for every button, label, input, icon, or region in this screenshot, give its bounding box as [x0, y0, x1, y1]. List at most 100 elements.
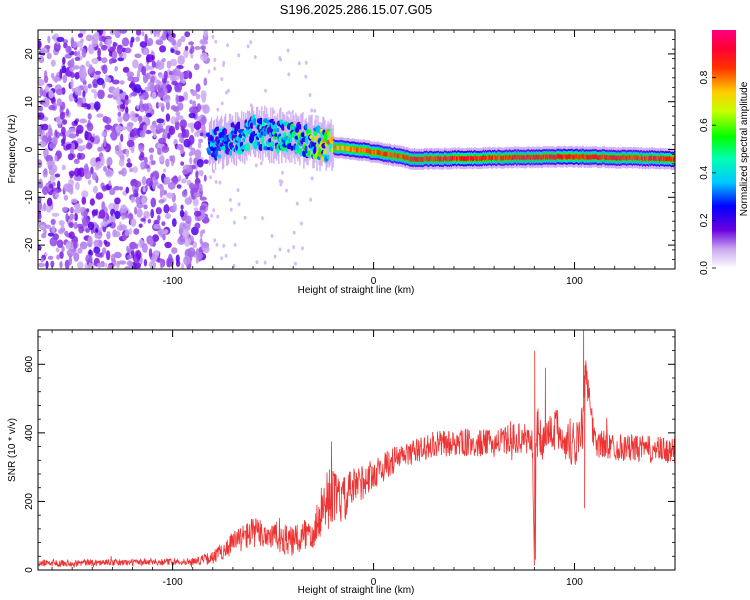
- ridge-band: [561, 155, 563, 160]
- noise-blob: [136, 208, 143, 218]
- noise-blob: [85, 228, 90, 233]
- noise-blob: [157, 102, 165, 108]
- noise-blob: [148, 248, 153, 258]
- ridge-band: [581, 153, 583, 159]
- noise-blob: [130, 146, 135, 154]
- sparse-dot: [210, 213, 214, 218]
- noise-blob: [92, 185, 98, 194]
- ridge-band: [576, 154, 578, 159]
- ridge-band: [580, 155, 582, 160]
- noise-blob: [170, 116, 177, 125]
- noise-blob: [142, 186, 146, 193]
- ridge-band: [497, 155, 499, 160]
- ridge-band: [653, 155, 656, 161]
- noise-blob: [51, 212, 60, 217]
- ridge-band: [469, 155, 471, 161]
- noise-blob: [81, 190, 89, 198]
- ridge-band: [621, 154, 624, 160]
- ridge-band: [341, 145, 343, 151]
- sparse-dot: [209, 175, 212, 180]
- ridge-band: [334, 145, 336, 150]
- ridge-band: [635, 155, 638, 161]
- noise-blob: [127, 158, 131, 164]
- ridge-band: [652, 156, 655, 161]
- ridge-band: [479, 156, 481, 162]
- noise-blob: [85, 34, 93, 42]
- ridge-band: [589, 154, 591, 160]
- ridge-band: [662, 156, 665, 161]
- noise-blob: [199, 196, 207, 201]
- sparse-dot: [292, 230, 296, 235]
- noise-blob: [151, 91, 157, 100]
- noise-blob: [181, 178, 187, 184]
- noise-blob: [104, 241, 111, 248]
- ridge-band: [340, 144, 342, 150]
- ridge-band: [471, 155, 473, 161]
- snr-ylabel: SNR (10 * v/v): [7, 418, 18, 482]
- noise-blob: [92, 172, 98, 181]
- noise-blob: [82, 216, 89, 227]
- ridge-band: [533, 154, 535, 160]
- ridge-band: [462, 156, 464, 161]
- noise-blob: [145, 177, 154, 187]
- ridge-band: [461, 156, 463, 161]
- noise-blob: [164, 204, 169, 214]
- noise-blob: [161, 58, 166, 62]
- ridge-band: [553, 154, 555, 160]
- ridge-band: [673, 157, 675, 162]
- ridge-blob: [330, 136, 335, 142]
- noise-blob: [93, 101, 101, 111]
- ridge-band: [441, 156, 444, 162]
- noise-blob: [176, 82, 183, 91]
- noise-blob: [74, 50, 78, 57]
- noise-blob: [150, 30, 154, 35]
- noise-blob: [147, 37, 154, 46]
- noise-blob: [118, 158, 125, 167]
- ridge-band: [377, 150, 379, 156]
- ridge-band: [362, 147, 364, 153]
- ridge-band: [487, 155, 489, 161]
- noise-blob: [143, 48, 149, 56]
- noise-blob: [194, 46, 201, 50]
- ridge-band: [449, 156, 452, 161]
- colorbar: 0.0 0.2 0.4 0.6 0.8 Normalized spectral ampl…: [699, 30, 750, 275]
- noise-blob: [183, 48, 189, 59]
- ridge-band: [447, 156, 450, 162]
- noise-blob: [73, 221, 78, 230]
- noise-blob: [185, 215, 192, 224]
- ridge-band: [387, 152, 389, 158]
- sparse-dot: [279, 182, 283, 187]
- ridge-band: [654, 156, 657, 161]
- sparse-dot: [207, 69, 211, 74]
- noise-blob: [117, 116, 123, 123]
- ridge-band: [355, 147, 357, 153]
- noise-blob: [61, 245, 65, 253]
- ridge-band: [502, 156, 504, 161]
- noise-blob: [132, 127, 139, 136]
- sparse-dot: [263, 260, 267, 265]
- ridge-band: [544, 154, 546, 160]
- noise-blob: [117, 111, 122, 117]
- noise-blob: [38, 262, 46, 268]
- ridge-band: [595, 154, 597, 159]
- noise-blob: [68, 256, 73, 266]
- noise-blob: [165, 158, 170, 168]
- noise-blob: [140, 217, 146, 222]
- sparse-dot: [295, 201, 299, 206]
- sparse-dot: [236, 188, 240, 193]
- snr-xlabel: Height of straight line (km): [298, 585, 415, 596]
- noise-blob: [203, 30, 208, 38]
- noise-blob: [133, 228, 140, 235]
- noise-blob: [103, 166, 107, 172]
- ridge-band: [466, 156, 468, 162]
- ridge-band: [482, 155, 484, 161]
- ridge-band: [565, 154, 567, 160]
- noise-blob: [189, 99, 193, 105]
- noise-blob: [116, 44, 123, 55]
- noise-blob: [161, 32, 167, 41]
- noise-blob: [119, 30, 128, 34]
- noise-blob: [54, 173, 61, 178]
- noise-blob: [132, 76, 140, 83]
- noise-blob: [172, 155, 176, 164]
- ridge-band: [368, 148, 370, 154]
